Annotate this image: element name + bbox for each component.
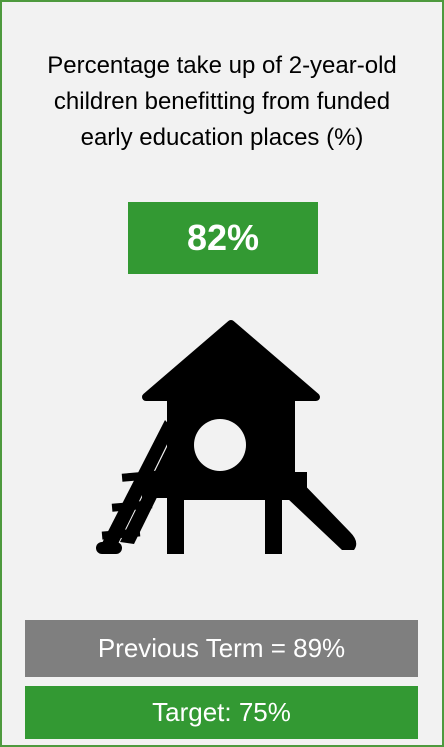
window — [194, 419, 246, 471]
card-title: Percentage take up of 2-year-old childre… — [47, 52, 397, 151]
previous-term: Previous Term = 89% — [25, 620, 418, 677]
playground-icon — [96, 320, 357, 554]
target: Target: 75% — [25, 686, 418, 739]
kpi-value: 82% — [128, 202, 318, 274]
